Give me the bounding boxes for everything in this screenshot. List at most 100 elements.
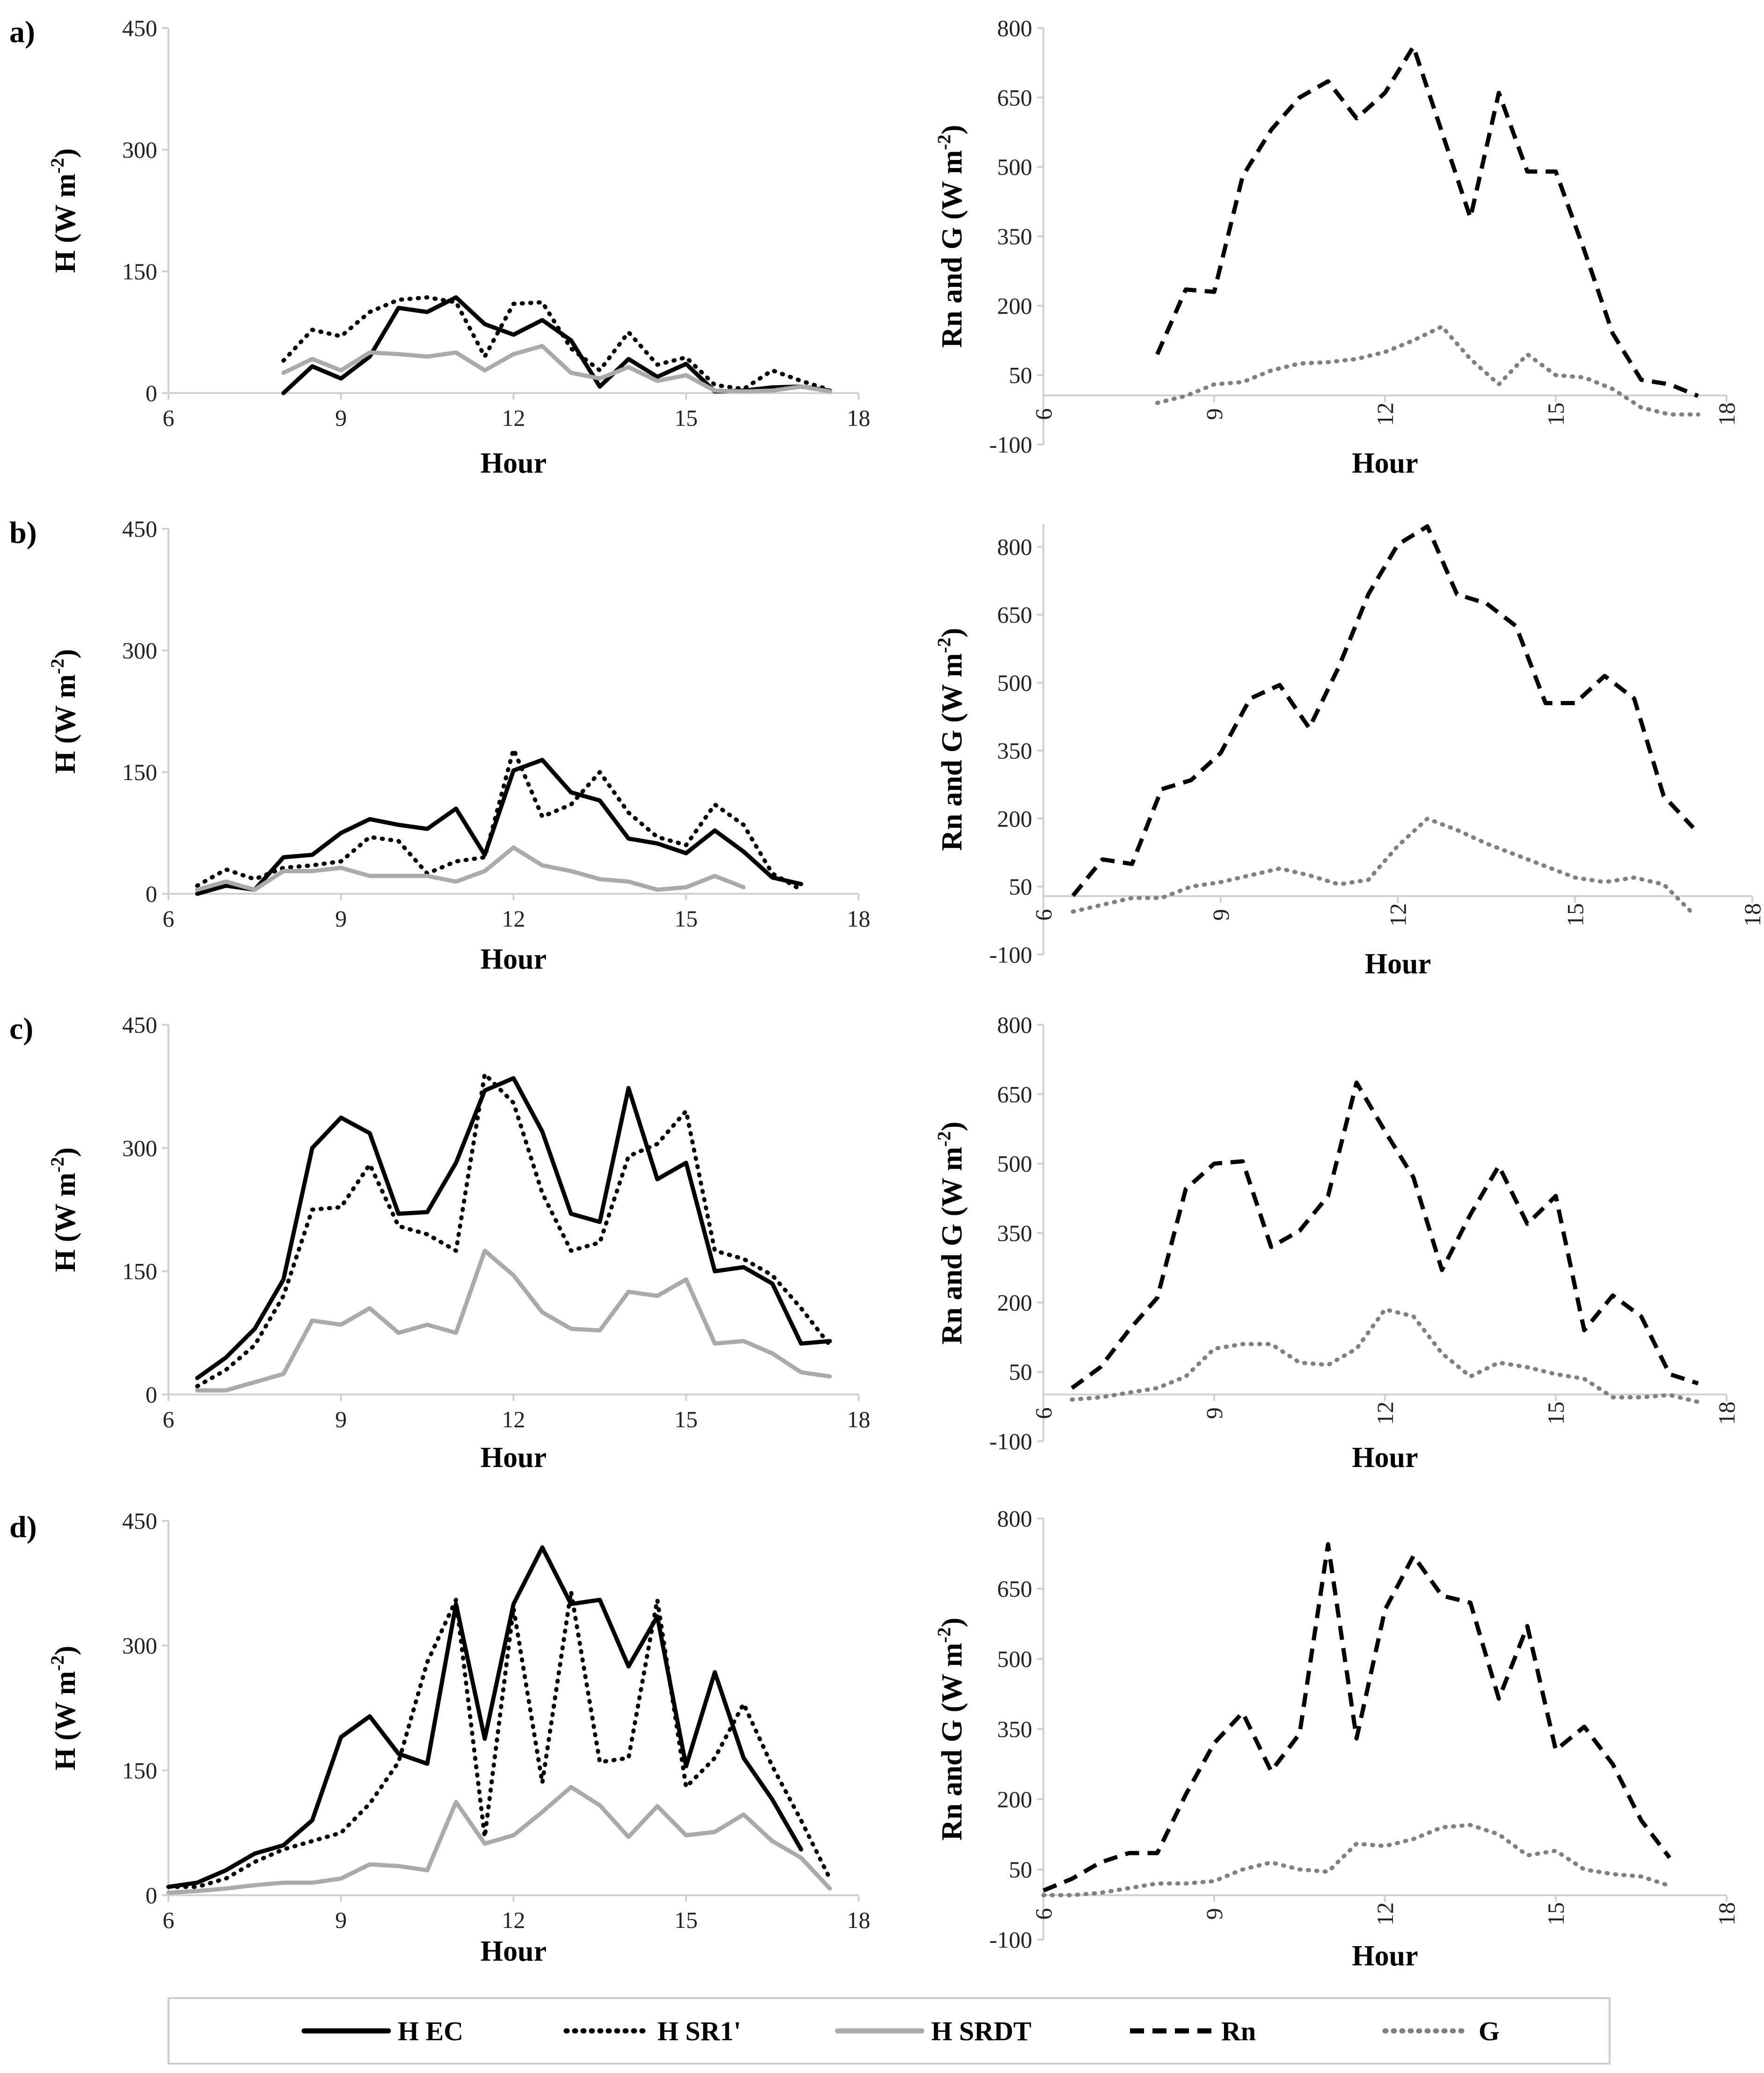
y-tick-label: 800 xyxy=(997,1012,1032,1038)
x-tick-label: 9 xyxy=(335,905,347,932)
x-tick-label: 15 xyxy=(1543,402,1569,426)
y-tick-label: 800 xyxy=(997,15,1032,41)
y-tick-label: 0 xyxy=(146,380,157,406)
x-tick-label: 18 xyxy=(847,405,870,431)
x-tick-label: 9 xyxy=(1201,409,1227,420)
series-line-g xyxy=(1071,817,1696,916)
y-tick-label: 150 xyxy=(122,759,157,785)
x-tick-label: 9 xyxy=(1208,909,1234,921)
y-tick-label: 350 xyxy=(997,1220,1032,1246)
x-tick-label: 6 xyxy=(163,905,175,932)
series-line-g xyxy=(1070,1307,1700,1404)
y-tick-label: 350 xyxy=(997,223,1032,249)
x-axis-title: Hour xyxy=(481,1442,547,1474)
series-line-h-srdt xyxy=(281,344,832,394)
x-tick-label: 9 xyxy=(1201,1908,1227,1920)
x-tick-label: 18 xyxy=(847,905,870,932)
series-line-h-ec xyxy=(195,1076,832,1380)
series-line-g xyxy=(1155,324,1700,417)
x-tick-label: 6 xyxy=(1030,909,1057,921)
chart-4: -100 50 200 350 500 650 800 6 9 12 15 18 Hour Rn and … xyxy=(933,524,1764,980)
chart-6: -100 50 200 350 500 650 800 6 9 12 15 18 Hour Rn and … xyxy=(933,1012,1740,1474)
chart-3: b) 0 150 300 450 6 9 12 15 18 Hour H (W m-2) xyxy=(9,516,870,975)
x-tick-label: 15 xyxy=(674,1907,698,1933)
series-line-rn xyxy=(1155,44,1699,398)
y-tick-label: 0 xyxy=(146,881,157,907)
y-tick-label: 200 xyxy=(997,1786,1032,1812)
panel-label: a) xyxy=(9,15,35,49)
y-tick-label: 500 xyxy=(997,1151,1032,1177)
y-tick-label: 0 xyxy=(146,1381,157,1408)
x-tick-label: 9 xyxy=(1201,1408,1227,1419)
series-line-h-sr1 xyxy=(195,747,803,892)
x-tick-label: 18 xyxy=(1739,903,1764,927)
series-line-rn xyxy=(1071,524,1695,897)
y-tick-label: 450 xyxy=(122,1508,157,1534)
x-tick-label: 6 xyxy=(1030,409,1057,420)
y-tick-label: 0 xyxy=(146,1882,157,1908)
y-tick-label: 500 xyxy=(997,1646,1032,1672)
x-tick-label: 15 xyxy=(1562,903,1588,927)
chart-7: d) 0 150 300 450 6 9 12 15 18 Hour H (W m-2) xyxy=(9,1508,870,1967)
x-axis-title: Hour xyxy=(481,943,547,975)
series-line-rn xyxy=(1071,1080,1699,1390)
y-tick-label: 650 xyxy=(997,1576,1032,1602)
legend-label: H SRDT xyxy=(931,2016,1031,2046)
x-tick-label: 18 xyxy=(847,1907,870,1933)
y-tick-label: 450 xyxy=(122,516,157,542)
y-tick-label: -100 xyxy=(989,942,1032,968)
legend-label: H SR1' xyxy=(657,2016,741,2046)
series-line-h-sr1 xyxy=(195,1072,832,1388)
y-tick-label: 350 xyxy=(997,737,1032,764)
series-line-h-sr1 xyxy=(166,1589,832,1889)
y-axis-title: Rn and G (W m-2) xyxy=(933,125,968,348)
chart-5: c) 0 150 300 450 6 9 12 15 18 Hour H (W m-2) xyxy=(9,1012,870,1474)
y-tick-label: 50 xyxy=(1009,874,1032,900)
y-tick-label: 200 xyxy=(997,292,1032,319)
x-axis-title: Hour xyxy=(481,447,547,479)
y-axis-title: H (W m-2) xyxy=(47,1646,81,1770)
x-tick-label: 12 xyxy=(502,405,525,431)
x-axis-title: Hour xyxy=(1352,1442,1418,1474)
y-tick-label: 200 xyxy=(997,805,1032,832)
y-tick-label: 650 xyxy=(997,84,1032,110)
series-line-rn xyxy=(1042,1542,1671,1893)
x-tick-label: 18 xyxy=(1713,1902,1740,1926)
y-axis-title: H (W m-2) xyxy=(47,649,81,774)
x-tick-label: 15 xyxy=(674,1406,698,1432)
x-axis-title: Hour xyxy=(1352,447,1418,479)
chart-2: -100 50 200 350 500 650 800 6 9 12 15 18 Hour Rn and … xyxy=(933,15,1740,479)
x-tick-label: 18 xyxy=(847,1406,870,1432)
y-tick-label: -100 xyxy=(989,431,1032,458)
panel-label: c) xyxy=(9,1012,33,1046)
legend-label: Rn xyxy=(1221,2016,1256,2046)
x-axis-title: Hour xyxy=(1365,948,1431,980)
chart-8: -100 50 200 350 500 650 800 6 9 12 15 18 Hour Rn and … xyxy=(933,1505,1740,1972)
series-line-h-sr1 xyxy=(281,295,832,392)
legend: H EC H SR1' H SRDT Rn G xyxy=(168,1997,1611,2065)
y-tick-label: 650 xyxy=(997,602,1032,628)
series-line-h-ec xyxy=(166,1545,803,1889)
series-line-h-srdt xyxy=(166,1785,832,1895)
series-line-h-ec xyxy=(195,758,803,896)
x-axis-title: Hour xyxy=(481,1935,547,1967)
y-tick-label: 150 xyxy=(122,1258,157,1285)
y-axis-title: H (W m-2) xyxy=(47,148,81,273)
y-tick-label: 300 xyxy=(122,637,157,664)
x-tick-label: 12 xyxy=(502,1406,525,1432)
y-axis-title: Rn and G (W m-2) xyxy=(933,1122,968,1345)
y-tick-label: 50 xyxy=(1009,1359,1032,1385)
y-tick-label: -100 xyxy=(989,1927,1032,1953)
series-line-h-srdt xyxy=(195,1248,832,1393)
y-axis-title: Rn and G (W m-2) xyxy=(933,1618,968,1841)
x-axis-title: Hour xyxy=(1352,1940,1418,1972)
x-tick-label: 12 xyxy=(1372,1401,1398,1425)
x-tick-label: 15 xyxy=(1543,1401,1569,1425)
y-tick-label: 500 xyxy=(997,154,1032,180)
y-tick-label: 200 xyxy=(997,1289,1032,1315)
y-axis-title: H (W m-2) xyxy=(47,1147,81,1272)
y-tick-label: -100 xyxy=(989,1428,1032,1454)
legend-label: H EC xyxy=(398,2016,463,2046)
